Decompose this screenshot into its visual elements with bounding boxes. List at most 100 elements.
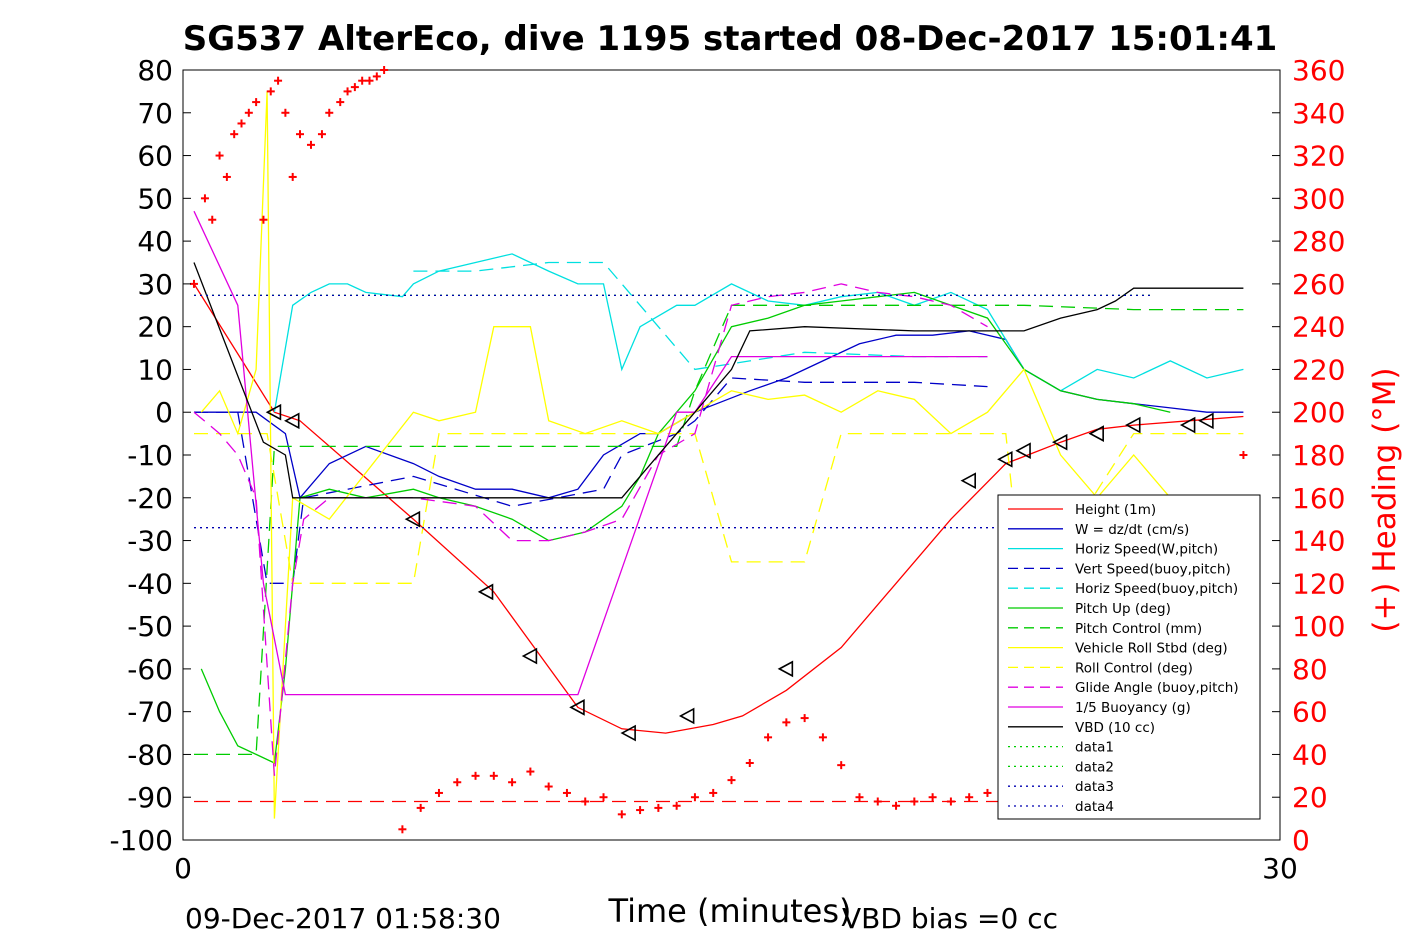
heading-point <box>200 194 209 203</box>
left-axis: 80 70 60 50 40 30 20 10 0 -10 -20 -30 -40 -50 -60 -70 -8… <box>109 54 191 857</box>
heading-point <box>782 718 791 727</box>
left-tick-label: -90 <box>127 781 173 814</box>
right-tick-label: 240 <box>1292 311 1345 344</box>
heading-point <box>1239 451 1248 459</box>
heading-point <box>855 793 864 802</box>
left-tick-label: -50 <box>127 610 173 643</box>
series-vbd-10-cc <box>193 262 1244 499</box>
right-tick-label: 220 <box>1292 353 1345 386</box>
heading-point <box>274 76 283 85</box>
legend-item-pitch-up-deg: Pitch Up (deg) <box>1008 601 1171 617</box>
right-tick-label: 360 <box>1292 54 1345 87</box>
legend-label: data2 <box>1075 759 1114 775</box>
legend-label: Roll Control (deg) <box>1075 660 1193 676</box>
left-tick-label: -100 <box>109 824 173 857</box>
heading-point <box>208 215 217 224</box>
right-tick-label: 40 <box>1292 738 1328 771</box>
legend-item-data3: data3 <box>1008 779 1114 795</box>
heading-point <box>252 98 261 107</box>
heading-point <box>709 788 718 797</box>
heading-point <box>358 76 367 85</box>
left-tick-label: 20 <box>137 311 173 344</box>
depth-marker <box>678 707 695 725</box>
legend-label: data3 <box>1075 779 1114 795</box>
heading-point <box>296 130 305 139</box>
legend-item-roll-control-deg: Roll Control (deg) <box>1008 660 1193 676</box>
x-tick-label: 30 <box>1262 852 1298 885</box>
depth-marker <box>477 583 494 601</box>
depth-marker <box>569 699 585 716</box>
depth-marker <box>404 510 421 528</box>
legend-item-horiz-speed-buoy-pitch: Horiz Speed(buoy,pitch) <box>1008 581 1238 597</box>
series-height-1m <box>193 283 1244 734</box>
right-tick-label: 120 <box>1292 567 1345 600</box>
heading-point <box>259 215 268 224</box>
legend-label: 1/5 Buoyancy (g) <box>1075 700 1191 716</box>
legend-item-vert-speed-buoy-pitch: Vert Speed(buoy,pitch) <box>1008 561 1231 577</box>
legend-item-data4: data4 <box>1008 799 1114 815</box>
left-tick-label: -20 <box>127 482 173 515</box>
heading-point <box>764 733 773 742</box>
heading-point <box>336 98 345 107</box>
heading-point <box>398 825 407 834</box>
heading-point <box>837 761 846 770</box>
legend-label: data4 <box>1075 799 1114 815</box>
depth-marker <box>1051 433 1068 451</box>
left-tick-label: 50 <box>137 182 173 215</box>
heading-point <box>325 108 334 117</box>
series-glide-angle-buoy-pitch <box>193 283 988 776</box>
legend-label: Height (1m) <box>1075 502 1156 518</box>
heading-point <box>928 793 937 802</box>
heading-point <box>489 771 498 780</box>
footer-timestamp: 09-Dec-2017 01:58:30 <box>185 902 501 935</box>
depth-marker <box>521 647 538 665</box>
heading-point <box>892 801 901 810</box>
left-tick-label: -10 <box>127 439 173 472</box>
heading-point <box>372 72 381 81</box>
heading-point <box>343 87 352 96</box>
heading-point <box>306 140 315 149</box>
chart-title: SG537 AlterEco, dive 1195 started 08-Dec… <box>183 19 1278 59</box>
legend-label: Pitch Up (deg) <box>1075 601 1171 617</box>
heading-point <box>745 759 754 767</box>
right-tick-label: 60 <box>1292 696 1328 729</box>
legend-items: Height (1m) W = dz/dt (cm/s) Horiz Speed(W… <box>1008 502 1239 815</box>
heading-point <box>189 279 198 288</box>
legend-item-w-dz-dt-cm-s: W = dz/dt (cm/s) <box>1008 522 1189 538</box>
depth-marker <box>1125 416 1141 434</box>
heading-point <box>636 806 645 815</box>
left-tick-label: 0 <box>155 396 173 429</box>
footer-vbd-bias: VBD bias =0 cc <box>842 902 1058 935</box>
series-vehicle-roll-stbd-deg <box>200 91 1171 819</box>
legend-label: W = dz/dt (cm/s) <box>1075 522 1189 538</box>
heading-point <box>599 793 608 802</box>
depth-marker <box>1198 412 1214 430</box>
left-tick-label: -70 <box>127 696 173 729</box>
legend-item-data1: data1 <box>1008 740 1114 756</box>
legend-item-horiz-speed-w-pitch: Horiz Speed(W,pitch) <box>1008 542 1218 558</box>
heading-point <box>800 714 809 723</box>
right-tick-label: 300 <box>1292 182 1345 215</box>
heading-point <box>946 797 955 806</box>
legend-label: Glide Angle (buoy,pitch) <box>1075 680 1239 696</box>
heading-point <box>215 151 224 160</box>
depth-marker <box>1088 425 1104 442</box>
depth-marker <box>960 472 976 490</box>
right-tick-label: 0 <box>1292 824 1310 857</box>
legend-label: Pitch Control (mm) <box>1075 621 1202 637</box>
series-vert-speed-buoy-pitch <box>194 377 988 584</box>
legend-item-vbd-10-cc: VBD (10 cc) <box>1008 720 1155 736</box>
right-tick-label: 20 <box>1292 781 1328 814</box>
depth-marker-layer <box>265 403 1214 742</box>
heading-point <box>365 76 374 85</box>
depth-marker <box>1179 416 1196 434</box>
series-layer <box>193 91 1244 819</box>
legend-item-vehicle-roll-stbd-deg: Vehicle Roll Stbd (deg) <box>1008 641 1228 657</box>
heading-point <box>983 788 992 797</box>
heading-point <box>281 108 290 117</box>
heading-point <box>873 797 882 806</box>
heading-point <box>416 803 425 812</box>
right-tick-label: 160 <box>1292 482 1345 515</box>
legend-label: Horiz Speed(W,pitch) <box>1075 542 1218 558</box>
